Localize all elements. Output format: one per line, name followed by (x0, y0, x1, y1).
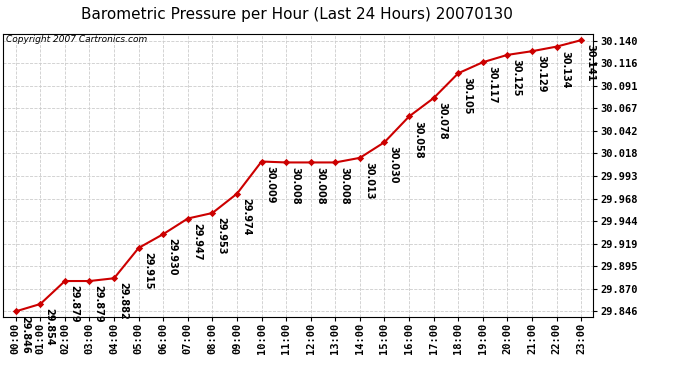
Point (379, 139, 390, 145)
Point (404, 114, 415, 120)
Text: 30.030: 30.030 (388, 146, 399, 184)
Point (477, 59, 489, 65)
Text: 30.009: 30.009 (266, 166, 276, 203)
Point (575, 37, 586, 43)
Point (10, 308, 21, 314)
Point (207, 210, 218, 216)
Point (330, 159, 341, 165)
Text: 30.117: 30.117 (487, 66, 497, 104)
Point (34, 301, 46, 307)
Text: 30.129: 30.129 (536, 56, 546, 93)
Point (428, 95, 439, 101)
Text: 30.008: 30.008 (290, 166, 300, 204)
Text: 29.879: 29.879 (94, 285, 104, 323)
Text: 29.974: 29.974 (241, 198, 251, 236)
Text: 29.947: 29.947 (192, 223, 202, 260)
Point (281, 159, 292, 165)
Text: 29.846: 29.846 (20, 315, 30, 353)
Point (231, 191, 242, 197)
Point (453, 70, 464, 76)
Point (355, 155, 366, 161)
Point (158, 231, 169, 237)
Point (526, 48, 538, 54)
Text: 29.930: 29.930 (168, 238, 177, 276)
Point (182, 216, 193, 222)
Text: 29.879: 29.879 (69, 285, 79, 323)
Text: 29.953: 29.953 (217, 217, 226, 255)
Text: 30.078: 30.078 (437, 102, 448, 140)
Text: Copyright 2007 Cartronics.com: Copyright 2007 Cartronics.com (6, 35, 148, 44)
Text: 30.008: 30.008 (339, 166, 349, 204)
Text: 30.058: 30.058 (413, 121, 423, 158)
Text: 29.854: 29.854 (44, 308, 55, 346)
Point (108, 275, 119, 281)
Point (59, 278, 70, 284)
Text: 30.141: 30.141 (585, 44, 595, 82)
Point (305, 159, 316, 165)
Text: 30.125: 30.125 (511, 59, 522, 96)
Point (133, 245, 144, 251)
Text: 30.008: 30.008 (315, 166, 325, 204)
Point (502, 52, 513, 58)
Point (551, 44, 562, 50)
Text: 29.882: 29.882 (118, 282, 128, 320)
Text: Barometric Pressure per Hour (Last 24 Hours) 20070130: Barometric Pressure per Hour (Last 24 Ho… (81, 8, 513, 22)
Text: 29.915: 29.915 (143, 252, 152, 290)
Point (84, 278, 95, 284)
Point (256, 159, 267, 165)
Text: 30.013: 30.013 (364, 162, 374, 200)
Text: 30.105: 30.105 (462, 78, 473, 115)
Text: 30.134: 30.134 (561, 51, 571, 88)
